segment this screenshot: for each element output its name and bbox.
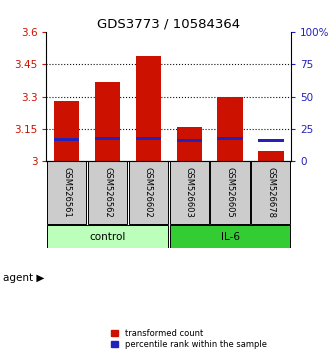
FancyBboxPatch shape <box>129 161 168 224</box>
Bar <box>258 139 284 142</box>
FancyBboxPatch shape <box>169 225 291 248</box>
Bar <box>54 138 79 141</box>
Bar <box>176 127 202 161</box>
Bar <box>136 137 161 140</box>
Text: agent ▶: agent ▶ <box>3 273 45 283</box>
FancyBboxPatch shape <box>47 161 86 224</box>
Bar <box>54 101 79 161</box>
Legend: transformed count, percentile rank within the sample: transformed count, percentile rank withi… <box>110 329 267 350</box>
Text: GSM526561: GSM526561 <box>62 167 71 218</box>
Text: IL-6: IL-6 <box>220 232 240 241</box>
Bar <box>217 97 243 161</box>
Bar <box>136 56 161 161</box>
Text: GSM526602: GSM526602 <box>144 167 153 218</box>
Bar <box>217 137 243 140</box>
Text: GSM526603: GSM526603 <box>185 167 194 218</box>
Bar <box>95 81 120 161</box>
Text: GSM526605: GSM526605 <box>225 167 235 218</box>
FancyBboxPatch shape <box>47 225 168 248</box>
Text: control: control <box>89 232 126 241</box>
Title: GDS3773 / 10584364: GDS3773 / 10584364 <box>97 18 240 31</box>
Bar <box>258 151 284 161</box>
Text: GSM526678: GSM526678 <box>266 167 275 218</box>
Text: GSM526562: GSM526562 <box>103 167 112 218</box>
FancyBboxPatch shape <box>211 161 250 224</box>
Bar <box>176 139 202 142</box>
FancyBboxPatch shape <box>251 161 291 224</box>
FancyBboxPatch shape <box>88 161 127 224</box>
Bar <box>95 137 120 140</box>
FancyBboxPatch shape <box>169 161 209 224</box>
